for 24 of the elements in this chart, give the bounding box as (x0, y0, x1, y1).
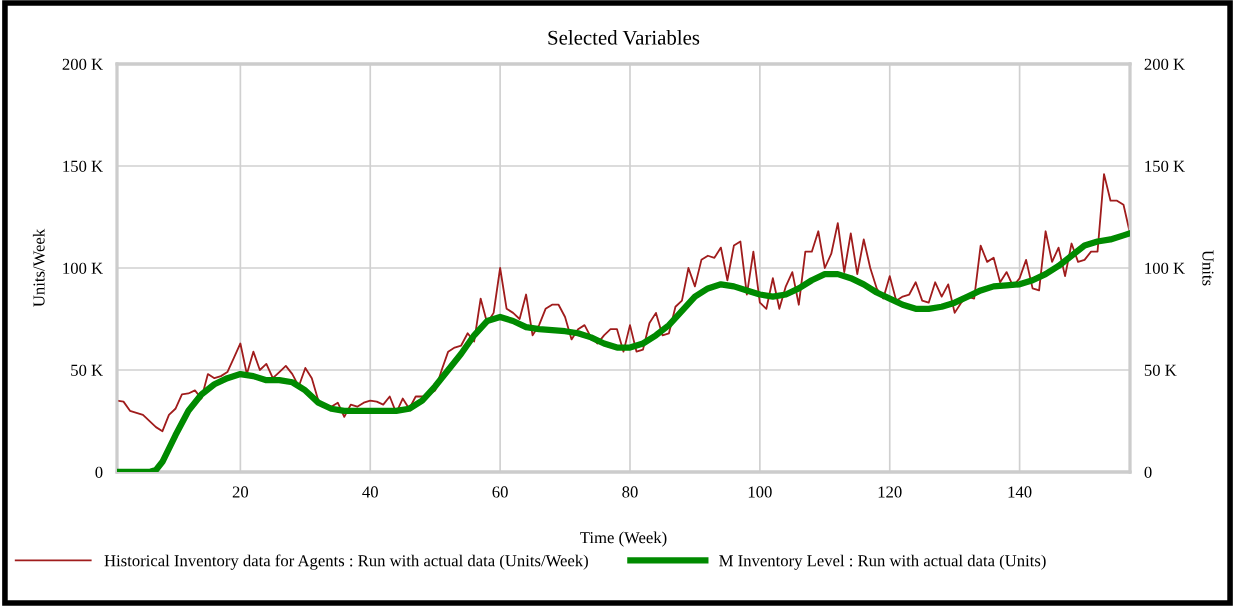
x-tick-label: 140 (1008, 486, 1032, 498)
chart-title: Selected Variables (548, 30, 700, 45)
x-tick-label: 60 (492, 486, 508, 498)
y-tick-label: 150 K (63, 160, 103, 172)
y2-tick-label: 200 K (1144, 58, 1185, 70)
line-series (117, 173, 1130, 433)
y-axis-title: Units/Week (32, 228, 45, 307)
x-tick-label: 80 (622, 486, 638, 498)
y-tick-label: 50 K (71, 364, 103, 376)
y-tick-label: 100 K (63, 262, 103, 274)
y2-axis-title: Units (1202, 250, 1214, 286)
x-tick-label: 100 (748, 486, 772, 498)
x-tick-label: 20 (232, 486, 249, 498)
x-tick-label: 40 (362, 486, 378, 498)
y2-tick-label: 100 K (1145, 262, 1185, 274)
x-axis-title: Time (Week) (580, 531, 667, 547)
legend-label: M Inventory Level : Run with actual data (Units) (719, 554, 1046, 570)
y2-tick-label: 50 K (1144, 364, 1177, 376)
y2-tick-label: 150 K (1145, 160, 1185, 172)
legend-label: Historical Inventory data for Agents : Run with actual data (Units/Week) (104, 554, 588, 570)
y2-tick-label: 0 (1144, 466, 1152, 478)
y-tick-label: 0 (95, 466, 103, 478)
y-tick-label: 200 K (62, 58, 103, 70)
x-tick-label: 120 (878, 486, 902, 498)
